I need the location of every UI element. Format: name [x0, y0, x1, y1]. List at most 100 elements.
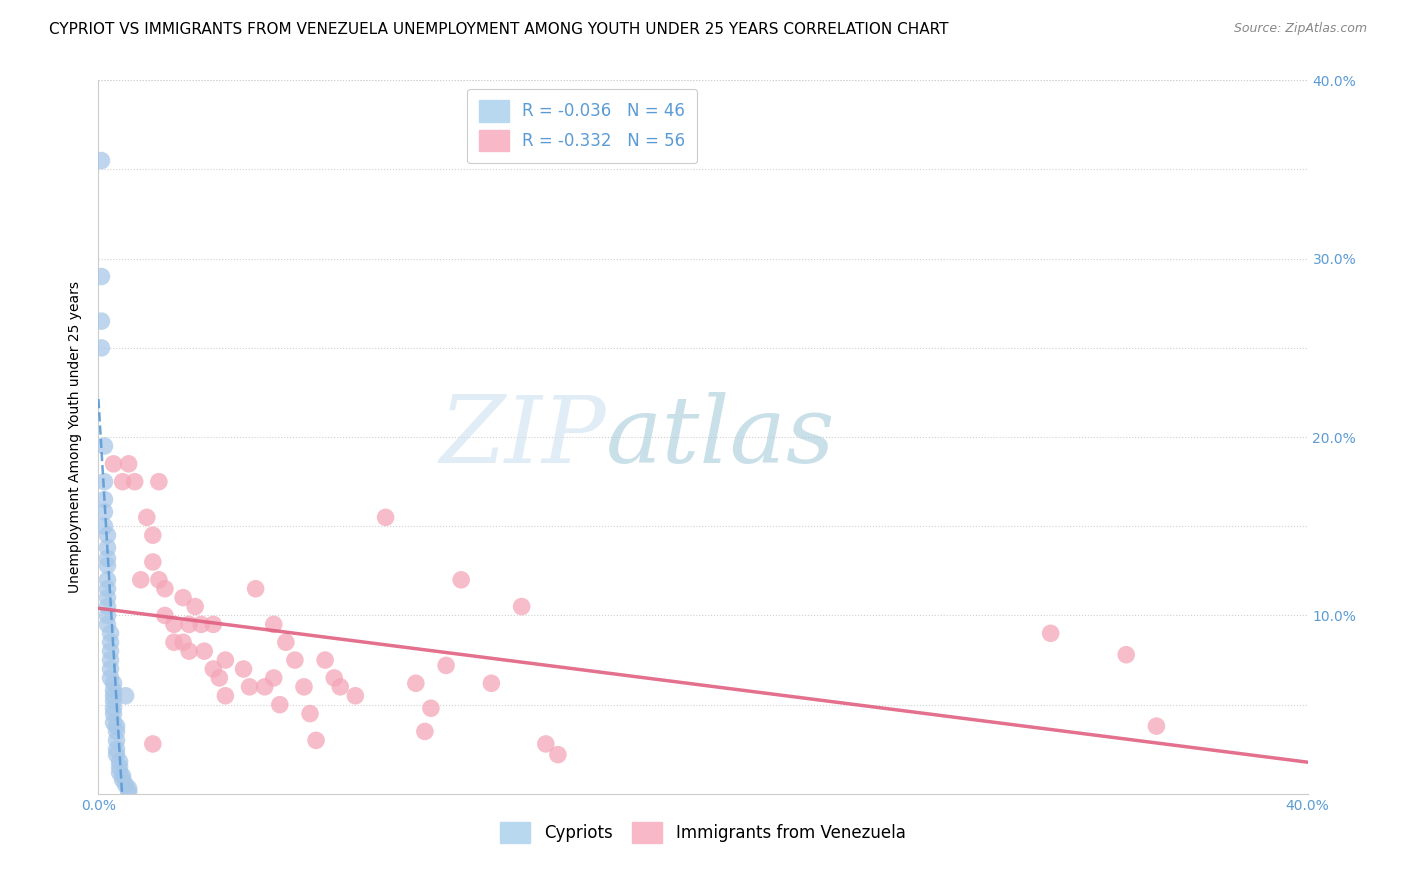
Text: ZIP: ZIP	[440, 392, 606, 482]
Point	[96, 551, 118, 566]
Point	[163, 617, 186, 632]
Point	[163, 635, 186, 649]
Point	[96, 599, 118, 614]
Point	[193, 644, 215, 658]
Text: Source: ZipAtlas.com: Source: ZipAtlas.com	[1233, 22, 1367, 36]
Point	[103, 689, 125, 703]
Point	[111, 772, 134, 787]
Legend: Cypriots, Immigrants from Venezuela: Cypriots, Immigrants from Venezuela	[494, 815, 912, 850]
Point	[105, 724, 128, 739]
Point	[547, 747, 569, 762]
Point	[434, 658, 457, 673]
Point	[96, 582, 118, 596]
Point	[172, 635, 194, 649]
Point	[184, 599, 207, 614]
Point	[105, 719, 128, 733]
Point	[253, 680, 276, 694]
Point	[420, 701, 443, 715]
Point	[214, 653, 236, 667]
Point	[142, 737, 165, 751]
Point	[118, 457, 141, 471]
Point	[148, 475, 170, 489]
Point	[153, 582, 176, 596]
Point	[292, 680, 315, 694]
Point	[1144, 719, 1167, 733]
Point	[96, 541, 118, 555]
Point	[323, 671, 346, 685]
Point	[208, 671, 231, 685]
Point	[108, 760, 131, 774]
Point	[90, 269, 112, 284]
Point	[142, 528, 165, 542]
Point	[202, 617, 225, 632]
Point	[124, 475, 146, 489]
Point	[103, 683, 125, 698]
Point	[96, 573, 118, 587]
Point	[96, 591, 118, 605]
Point	[344, 689, 367, 703]
Point	[510, 599, 533, 614]
Point	[314, 653, 336, 667]
Point	[179, 617, 201, 632]
Point	[534, 737, 557, 751]
Point	[103, 457, 125, 471]
Point	[93, 439, 115, 453]
Point	[90, 153, 112, 168]
Point	[103, 706, 125, 721]
Y-axis label: Unemployment Among Youth under 25 years: Unemployment Among Youth under 25 years	[69, 281, 83, 593]
Point	[105, 742, 128, 756]
Point	[100, 653, 122, 667]
Point	[190, 617, 212, 632]
Point	[114, 689, 136, 703]
Point	[135, 510, 157, 524]
Point	[96, 558, 118, 573]
Point	[114, 778, 136, 792]
Point	[299, 706, 322, 721]
Point	[153, 608, 176, 623]
Point	[269, 698, 291, 712]
Point	[93, 492, 115, 507]
Point	[129, 573, 152, 587]
Point	[142, 555, 165, 569]
Point	[179, 644, 201, 658]
Point	[103, 701, 125, 715]
Point	[111, 475, 134, 489]
Point	[1115, 648, 1137, 662]
Point	[90, 341, 112, 355]
Point	[214, 689, 236, 703]
Point	[172, 591, 194, 605]
Point	[100, 626, 122, 640]
Point	[103, 694, 125, 708]
Point	[93, 505, 115, 519]
Point	[93, 519, 115, 533]
Text: atlas: atlas	[606, 392, 835, 482]
Point	[103, 715, 125, 730]
Point	[100, 635, 122, 649]
Point	[105, 733, 128, 747]
Point	[263, 671, 285, 685]
Point	[105, 747, 128, 762]
Point	[450, 573, 472, 587]
Point	[108, 765, 131, 780]
Point	[111, 769, 134, 783]
Point	[118, 785, 141, 799]
Point	[108, 755, 131, 769]
Point	[100, 644, 122, 658]
Point	[96, 617, 118, 632]
Point	[118, 781, 141, 796]
Point	[245, 582, 267, 596]
Point	[374, 510, 396, 524]
Point	[284, 653, 307, 667]
Point	[413, 724, 436, 739]
Point	[274, 635, 297, 649]
Text: CYPRIOT VS IMMIGRANTS FROM VENEZUELA UNEMPLOYMENT AMONG YOUTH UNDER 25 YEARS COR: CYPRIOT VS IMMIGRANTS FROM VENEZUELA UNE…	[49, 22, 949, 37]
Point	[232, 662, 254, 676]
Point	[103, 676, 125, 690]
Point	[93, 475, 115, 489]
Point	[96, 528, 118, 542]
Point	[481, 676, 503, 690]
Point	[405, 676, 427, 690]
Point	[90, 314, 112, 328]
Point	[1039, 626, 1062, 640]
Point	[100, 662, 122, 676]
